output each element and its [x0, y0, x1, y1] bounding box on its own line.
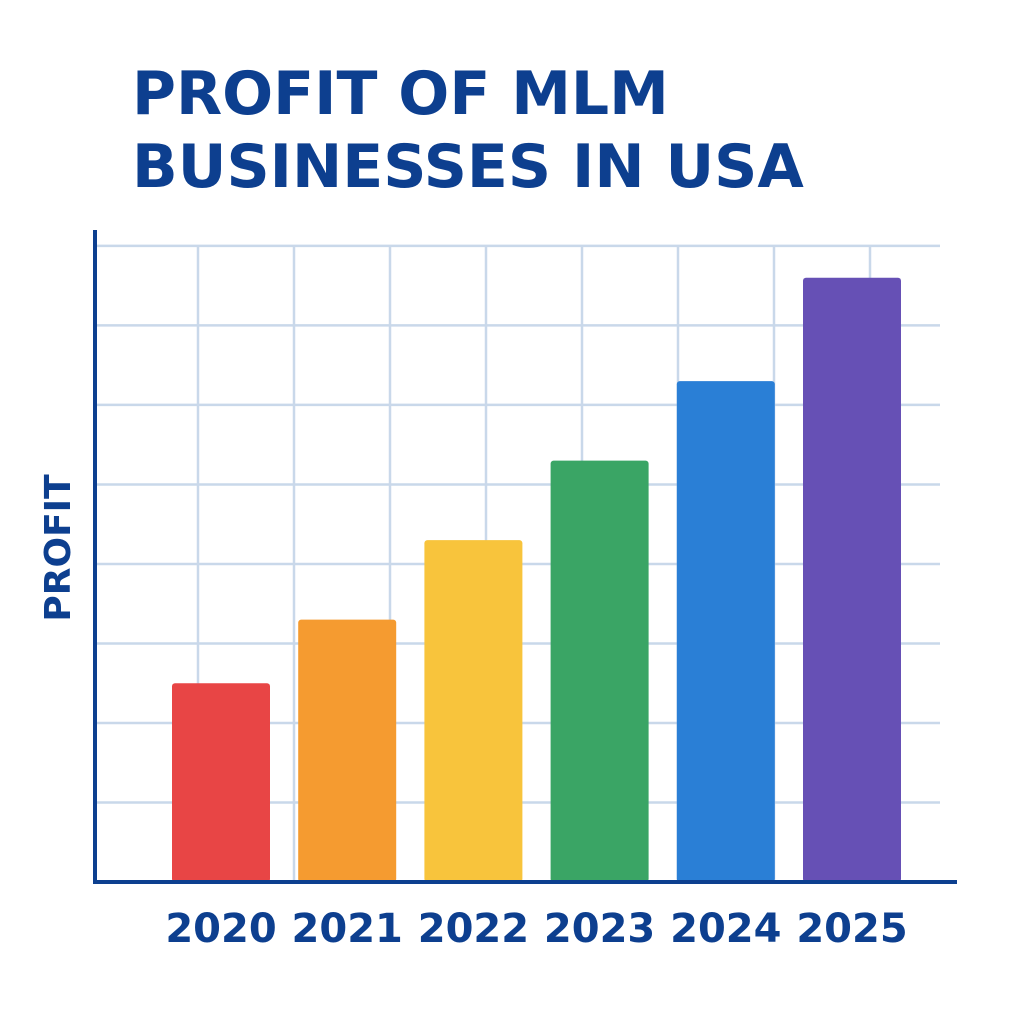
bar-2024: [676, 381, 775, 882]
x-tick-label: 2025: [796, 906, 907, 952]
x-tick-labels: 2020 2021 2022 2023 2024 2025: [165, 906, 907, 952]
bar-2021: [298, 619, 397, 882]
chart-title: PROFIT OF MLM BUSINESSES IN USA: [132, 58, 892, 204]
bar-2023: [550, 460, 649, 882]
x-tick-label: 2024: [670, 906, 781, 952]
x-tick-label: 2022: [418, 906, 529, 952]
y-axis-label: PROFIT: [38, 474, 79, 622]
bar-2025: [803, 277, 901, 883]
x-tick-label: 2020: [165, 906, 276, 952]
x-tick-label: 2023: [544, 906, 655, 952]
x-tick-label: 2021: [292, 906, 403, 952]
bar-2022: [424, 540, 523, 882]
bar-2020: [172, 683, 270, 882]
bars: [172, 277, 901, 883]
chart-title-line-2: BUSINESSES IN USA: [132, 132, 804, 202]
chart-title-line-1: PROFIT OF MLM: [132, 59, 669, 129]
